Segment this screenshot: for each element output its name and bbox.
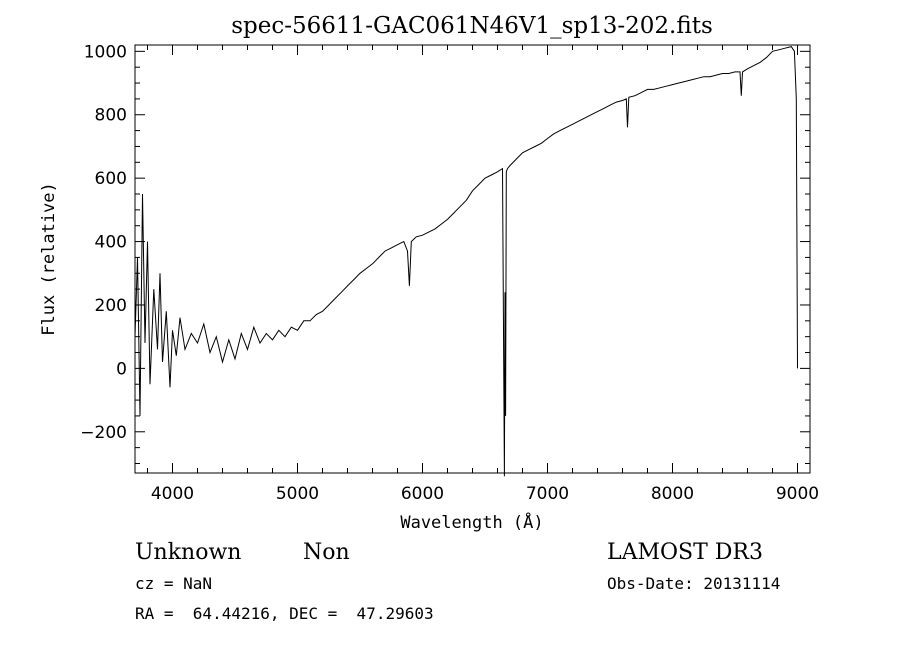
x-axis-label: Wavelength (Å) (400, 511, 543, 533)
y-axis-ticks: −200 0 200 400 600 800 1000 (80, 42, 810, 464)
y-tick-label: 600 (95, 169, 127, 189)
y-axis-label: Flux (relative) (39, 182, 59, 336)
chart-title: spec-56611-GAC061N46V1_sp13-202.fits (231, 13, 713, 39)
x-axis-ticks: 4000 5000 6000 7000 8000 9000 (147, 45, 819, 504)
y-tick-label: 1000 (84, 42, 127, 62)
x-tick-label: 7000 (526, 484, 569, 504)
y-tick-label: 400 (95, 233, 127, 253)
coordinates-label: RA = 64.44216, DEC = 47.29603 (135, 604, 434, 623)
obs-date-label: Obs-Date: 20131114 (607, 574, 780, 593)
survey-label: LAMOST DR3 (607, 540, 763, 565)
object-class-label: Unknown (135, 540, 241, 565)
plot-frame (134, 44, 811, 474)
x-tick-label: 6000 (401, 484, 444, 504)
x-tick-label: 4000 (151, 484, 194, 504)
y-tick-label: 200 (95, 296, 127, 316)
object-subclass-label: Non (303, 540, 350, 565)
x-tick-label: 9000 (776, 484, 819, 504)
redshift-label: cz = NaN (135, 574, 212, 593)
y-tick-label: 0 (116, 359, 127, 379)
y-tick-label: 800 (95, 106, 127, 126)
spectrum-line (134, 46, 798, 477)
x-tick-label: 8000 (651, 484, 694, 504)
x-tick-label: 5000 (276, 484, 319, 504)
y-tick-label: −200 (80, 423, 127, 443)
